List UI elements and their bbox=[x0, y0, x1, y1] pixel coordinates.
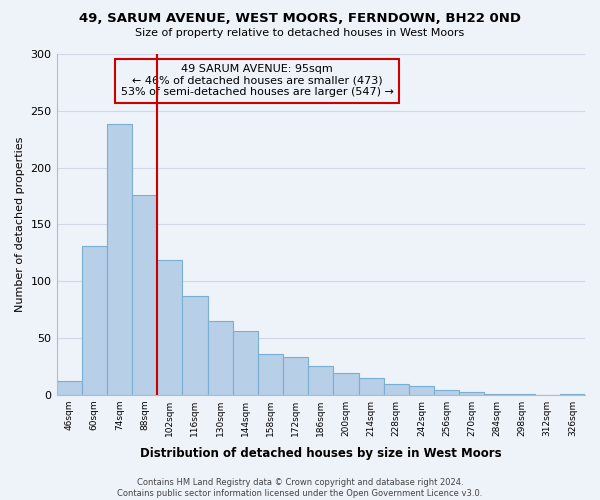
Bar bbox=[157, 260, 182, 394]
X-axis label: Distribution of detached houses by size in West Moors: Distribution of detached houses by size … bbox=[140, 447, 502, 460]
Bar bbox=[107, 124, 132, 394]
Bar bbox=[82, 246, 107, 394]
Bar bbox=[409, 386, 434, 394]
Y-axis label: Number of detached properties: Number of detached properties bbox=[15, 136, 25, 312]
Bar bbox=[283, 357, 308, 395]
Bar bbox=[308, 366, 334, 394]
Bar bbox=[334, 373, 359, 394]
Text: Size of property relative to detached houses in West Moors: Size of property relative to detached ho… bbox=[136, 28, 464, 38]
Bar bbox=[233, 331, 258, 394]
Bar bbox=[258, 354, 283, 395]
Bar bbox=[459, 392, 484, 394]
Bar bbox=[383, 384, 409, 394]
Text: 49 SARUM AVENUE: 95sqm
← 46% of detached houses are smaller (473)
53% of semi-de: 49 SARUM AVENUE: 95sqm ← 46% of detached… bbox=[121, 64, 394, 98]
Bar bbox=[434, 390, 459, 394]
Bar bbox=[132, 195, 157, 394]
Bar bbox=[56, 381, 82, 394]
Bar bbox=[182, 296, 208, 394]
Text: 49, SARUM AVENUE, WEST MOORS, FERNDOWN, BH22 0ND: 49, SARUM AVENUE, WEST MOORS, FERNDOWN, … bbox=[79, 12, 521, 26]
Text: Contains HM Land Registry data © Crown copyright and database right 2024.
Contai: Contains HM Land Registry data © Crown c… bbox=[118, 478, 482, 498]
Bar bbox=[359, 378, 383, 394]
Bar bbox=[208, 321, 233, 394]
